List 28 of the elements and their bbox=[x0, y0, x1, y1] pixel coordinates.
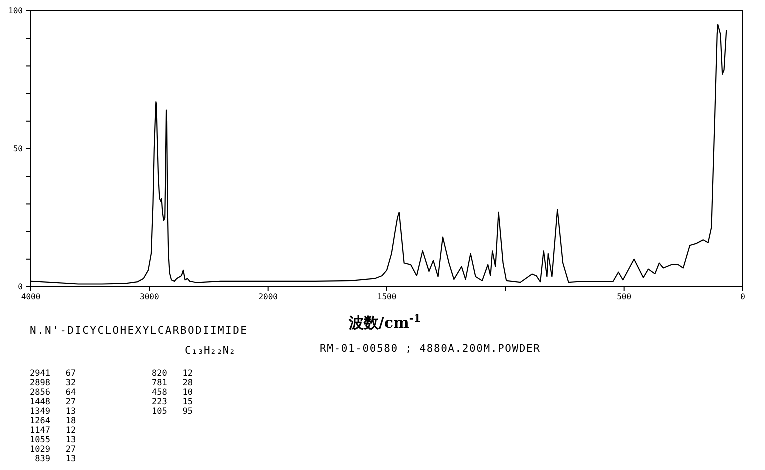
text: 2941 67 bbox=[30, 369, 76, 379]
text: 458 10 bbox=[152, 388, 193, 398]
x-tick-label: 500 bbox=[617, 292, 632, 302]
text: 2856 64 bbox=[30, 388, 76, 398]
x-tick-label: 2000 bbox=[258, 292, 278, 302]
text: 2898 32 bbox=[30, 378, 76, 388]
text: 820 12 bbox=[152, 369, 193, 379]
y-tick-label: 50 bbox=[13, 144, 24, 154]
text: 1055 13 bbox=[30, 436, 76, 446]
text: N.N'-DICYCLOHEXYLCARBODIIMIDE bbox=[30, 325, 248, 337]
text: 105 95 bbox=[152, 407, 193, 417]
x-tick-label: 0 bbox=[740, 292, 746, 302]
text: 223 15 bbox=[152, 398, 193, 408]
text: C₁₃H₂₂N₂ bbox=[185, 345, 236, 357]
x-tick-label: 3000 bbox=[140, 292, 160, 302]
text: 1029 27 bbox=[30, 445, 76, 455]
x-axis-title: 波数/cm$^{-1}$ bbox=[348, 313, 422, 332]
x-tick-label: 1500 bbox=[377, 292, 397, 302]
x-tick-label: 4000 bbox=[21, 292, 41, 302]
text: 1349 13 bbox=[30, 407, 76, 417]
text: 1448 27 bbox=[30, 398, 76, 408]
text: 1264 18 bbox=[30, 416, 76, 426]
text: RM-01-00580 ; 4880A.200M.POWDER bbox=[320, 343, 541, 355]
text: 781 28 bbox=[152, 378, 193, 388]
y-tick-label: 0 bbox=[18, 282, 24, 292]
text: 1147 12 bbox=[30, 426, 76, 436]
y-tick-label: 100 bbox=[8, 6, 24, 16]
text: 839 13 bbox=[30, 454, 76, 464]
